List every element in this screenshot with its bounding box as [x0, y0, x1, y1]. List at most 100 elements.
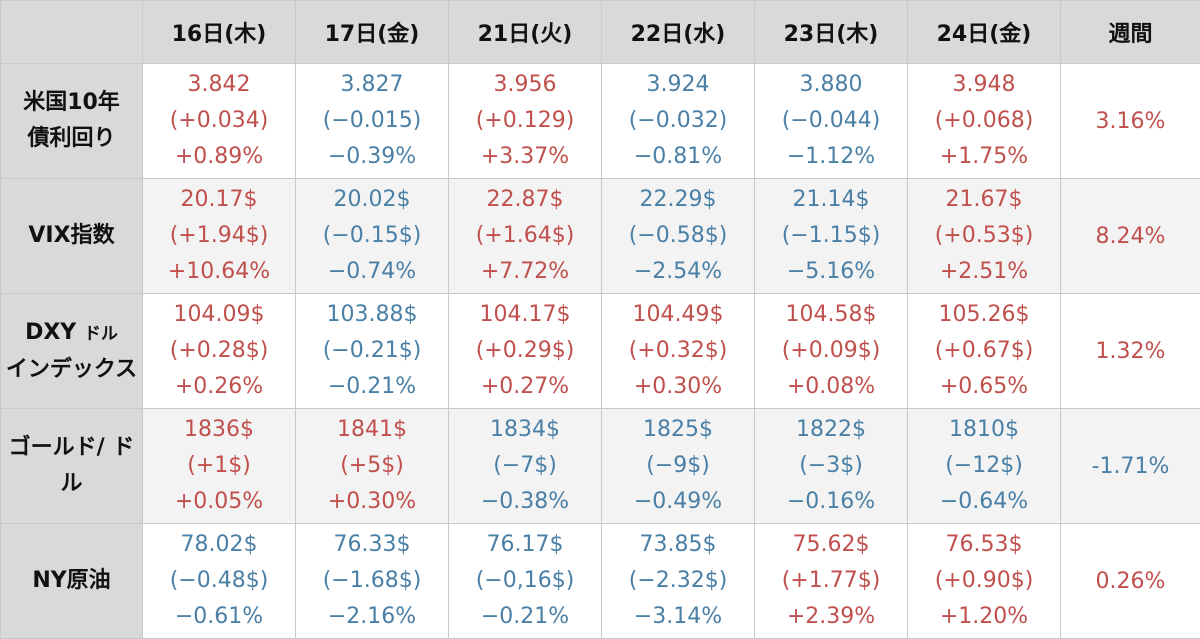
cell-change: (−2.32$) [602, 563, 754, 599]
cell-percent: +0.65% [908, 369, 1060, 405]
table-row: NY原油 78.02$(−0.48$)−0.61% 76.33$(−1.68$)… [1, 524, 1200, 639]
data-cell: 103.88$(−0.21$)−0.21% [296, 294, 449, 409]
cell-value: 22.87$ [449, 182, 601, 218]
cell-percent: −0.81% [602, 139, 754, 175]
cell-value: 21.67$ [908, 182, 1060, 218]
cell-value: 3.827 [296, 67, 448, 103]
cell-value: 75.62$ [755, 527, 907, 563]
cell-change: (+0.28$) [143, 333, 295, 369]
cell-change: (−3$) [755, 448, 907, 484]
cell-value: 1810$ [908, 412, 1060, 448]
cell-percent: +1.75% [908, 139, 1060, 175]
header-week: 週間 [1061, 1, 1200, 64]
row-label-line: ゴールド/ [9, 435, 105, 460]
cell-value: 76.53$ [908, 527, 1060, 563]
cell-value: 20.17$ [143, 182, 295, 218]
cell-change: (+5$) [296, 448, 448, 484]
cell-change: (−0.015) [296, 103, 448, 139]
row-label-line: NY原油 [32, 568, 110, 593]
data-cell: 104.17$(+0.29$)+0.27% [449, 294, 602, 409]
data-cell: 75.62$(+1.77$)+2.39% [755, 524, 908, 639]
data-cell: 21.14$(−1.15$)−5.16% [755, 179, 908, 294]
cell-value: 104.17$ [449, 297, 601, 333]
cell-percent: +2.39% [755, 599, 907, 635]
data-cell: 76.53$(+0.90$)+1.20% [908, 524, 1061, 639]
row-label-line: 米国10年 [23, 90, 120, 115]
data-cell: 1836$(+1$)+0.05% [143, 409, 296, 524]
cell-percent: +0.89% [143, 139, 295, 175]
cell-value: 20.02$ [296, 182, 448, 218]
row-label: ゴールド/ ドル [1, 409, 143, 524]
cell-change: (+1.64$) [449, 218, 601, 254]
cell-percent: −0.21% [296, 369, 448, 405]
cell-percent: +7.72% [449, 254, 601, 290]
cell-value: 1841$ [296, 412, 448, 448]
cell-percent: −0.39% [296, 139, 448, 175]
data-cell: 104.49$(+0.32$)+0.30% [602, 294, 755, 409]
data-cell: 3.956(+0.129)+3.37% [449, 64, 602, 179]
cell-value: 1825$ [602, 412, 754, 448]
cell-percent: −0.74% [296, 254, 448, 290]
cell-percent: +0.26% [143, 369, 295, 405]
cell-change: (−7$) [449, 448, 601, 484]
cell-percent: −2.16% [296, 599, 448, 635]
cell-percent: +1.20% [908, 599, 1060, 635]
cell-percent: +0.30% [602, 369, 754, 405]
row-label-line: DXY [25, 320, 76, 345]
weekly-change: 3.16% [1061, 64, 1200, 179]
row-label-line: インデックス [6, 357, 137, 382]
cell-percent: +0.27% [449, 369, 601, 405]
cell-change: (−9$) [602, 448, 754, 484]
cell-change: (−1.68$) [296, 563, 448, 599]
data-cell: 104.09$(+0.28$)+0.26% [143, 294, 296, 409]
row-label: 米国10年 債利回り [1, 64, 143, 179]
cell-percent: −0.21% [449, 599, 601, 635]
cell-value: 3.948 [908, 67, 1060, 103]
cell-change: (−0.21$) [296, 333, 448, 369]
cell-percent: −2.54% [602, 254, 754, 290]
cell-value: 3.842 [143, 67, 295, 103]
cell-value: 3.924 [602, 67, 754, 103]
cell-change: (+0.53$) [908, 218, 1060, 254]
cell-value: 76.33$ [296, 527, 448, 563]
cell-value: 21.14$ [755, 182, 907, 218]
weekly-change: -1.71% [1061, 409, 1200, 524]
cell-change: (−0.15$) [296, 218, 448, 254]
row-label-line: VIX指数 [28, 223, 114, 248]
cell-change: (−0.48$) [143, 563, 295, 599]
row-label: DXY ドル インデックス [1, 294, 143, 409]
cell-value: 3.956 [449, 67, 601, 103]
cell-percent: −0.64% [908, 484, 1060, 520]
cell-change: (−1.15$) [755, 218, 907, 254]
cell-percent: −0.16% [755, 484, 907, 520]
cell-change: (+0.129) [449, 103, 601, 139]
table-row: ゴールド/ ドル 1836$(+1$)+0.05% 1841$(+5$)+0.3… [1, 409, 1200, 524]
header-day: 17日(金) [296, 1, 449, 64]
cell-percent: −0.38% [449, 484, 601, 520]
cell-change: (+0.32$) [602, 333, 754, 369]
row-label: VIX指数 [1, 179, 143, 294]
data-cell: 78.02$(−0.48$)−0.61% [143, 524, 296, 639]
data-cell: 3.880(−0.044)−1.12% [755, 64, 908, 179]
cell-percent: −0.49% [602, 484, 754, 520]
cell-change: (−0,16$) [449, 563, 601, 599]
cell-percent: −5.16% [755, 254, 907, 290]
cell-value: 104.58$ [755, 297, 907, 333]
cell-change: (−0.58$) [602, 218, 754, 254]
cell-value: 22.29$ [602, 182, 754, 218]
cell-change: (−12$) [908, 448, 1060, 484]
header-corner [1, 1, 143, 64]
data-cell: 1834$(−7$)−0.38% [449, 409, 602, 524]
data-cell: 20.02$(−0.15$)−0.74% [296, 179, 449, 294]
header-day: 23日(木) [755, 1, 908, 64]
cell-change: (−0.032) [602, 103, 754, 139]
weekly-change: 0.26% [1061, 524, 1200, 639]
data-cell: 1810$(−12$)−0.64% [908, 409, 1061, 524]
data-cell: 20.17$(+1.94$)+10.64% [143, 179, 296, 294]
data-cell: 1825$(−9$)−0.49% [602, 409, 755, 524]
cell-value: 103.88$ [296, 297, 448, 333]
cell-change: (+0.068) [908, 103, 1060, 139]
data-cell: 22.29$(−0.58$)−2.54% [602, 179, 755, 294]
cell-percent: +10.64% [143, 254, 295, 290]
